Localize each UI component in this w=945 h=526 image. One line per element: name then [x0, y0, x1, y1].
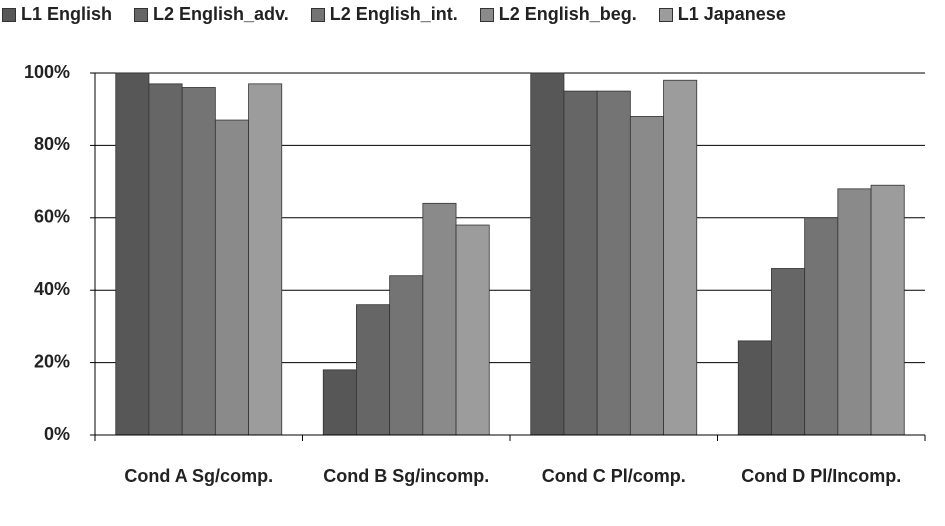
bar [870, 184, 905, 436]
bar [563, 90, 598, 436]
legend-item: L2 English_adv. [134, 4, 289, 25]
y-tick-label: 80% [34, 134, 70, 154]
bar [181, 87, 216, 436]
bar [663, 79, 698, 436]
legend-item: L2 English_int. [310, 4, 458, 25]
legend-swatch [134, 7, 149, 22]
bar [530, 72, 565, 436]
bar [804, 217, 839, 436]
bar [148, 83, 183, 436]
legend-label: L2 English_int. [329, 4, 458, 24]
legend-item: L2 English_beg. [479, 4, 637, 25]
y-tick-label: 60% [34, 207, 70, 227]
legend-swatch [479, 7, 494, 22]
y-tick-label: 20% [34, 351, 70, 371]
legend-label: L1 English [21, 4, 113, 24]
bar [737, 340, 772, 436]
bar [356, 304, 391, 436]
legend-swatch [2, 7, 16, 22]
bar [422, 202, 457, 436]
bar [771, 268, 806, 436]
legend-swatch [310, 7, 325, 22]
legend-label: L2 English_adv. [153, 4, 289, 24]
legend-item: L1 Japanese [658, 4, 786, 25]
bar [389, 275, 424, 436]
bar [214, 119, 249, 436]
x-tick-label: Cond B Sg/incomp. [323, 466, 490, 486]
bar [322, 369, 357, 436]
bar [837, 188, 872, 436]
bar [455, 224, 490, 436]
x-tick-label: Cond C Pl/comp. [541, 466, 686, 486]
bar [629, 116, 664, 436]
y-tick-label: 100% [24, 62, 70, 82]
legend-item: L1 English [2, 4, 112, 25]
legend-label: L1 Japanese [677, 4, 786, 24]
y-tick-label: 40% [34, 279, 70, 299]
y-tick-label: 0% [44, 424, 70, 444]
legend: L1 English L2 English_adv. L2 English_int.… [2, 4, 786, 25]
bar [248, 83, 283, 436]
bar [115, 72, 150, 436]
x-tick-label: Cond D Pl/Incomp. [741, 466, 902, 486]
legend-swatch [658, 7, 673, 22]
legend-label: L2 English_beg. [498, 4, 637, 24]
bar [596, 90, 631, 436]
x-tick-label: Cond A Sg/comp. [124, 466, 274, 486]
